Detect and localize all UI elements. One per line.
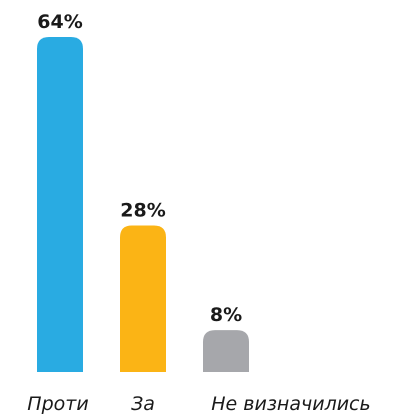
- category-label-1: За: [131, 393, 155, 415]
- bar-0: [37, 37, 83, 372]
- category-label-0: Проти: [27, 393, 88, 415]
- category-label-2: Не визначились: [211, 393, 370, 415]
- value-label-2: 8%: [210, 304, 242, 326]
- bar-1: [120, 225, 166, 372]
- value-label-0: 64%: [37, 11, 82, 33]
- bar-2: [203, 330, 249, 372]
- value-label-1: 28%: [120, 199, 165, 221]
